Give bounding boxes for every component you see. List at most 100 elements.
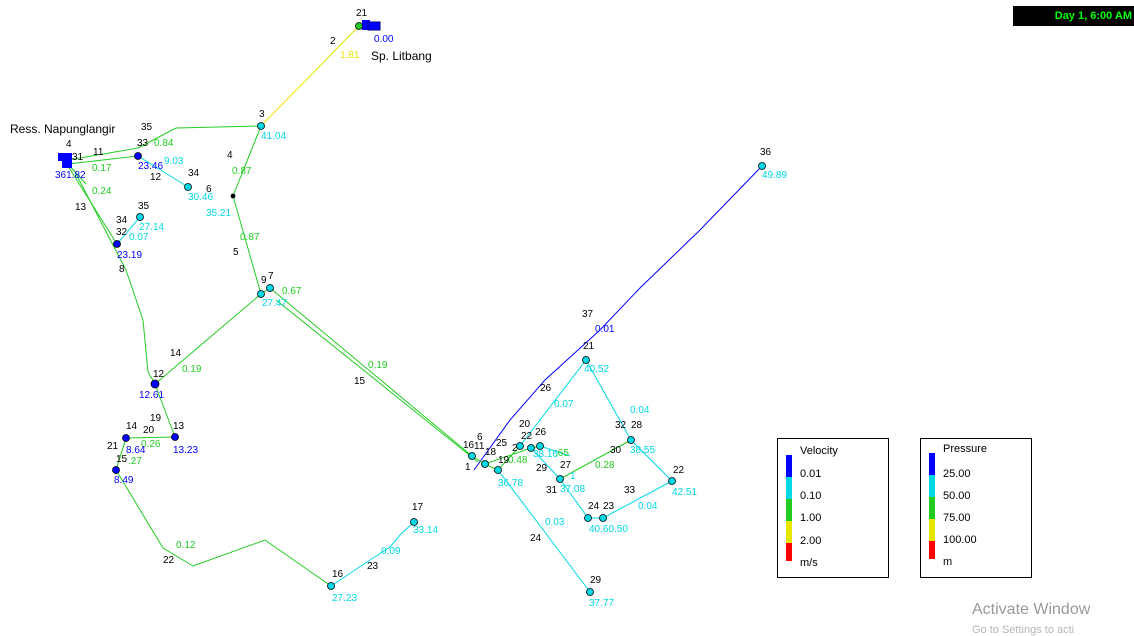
junction-18[interactable]	[481, 460, 489, 468]
map-label: 23	[367, 561, 379, 572]
junction-3[interactable]	[257, 122, 265, 130]
pipe-35[interactable]	[137, 125, 262, 149]
pipe-29[interactable]	[530, 447, 561, 480]
junction-21-top[interactable]	[355, 22, 363, 30]
activate-windows-watermark: Activate Window	[972, 601, 1091, 618]
map-label: 26	[540, 383, 552, 394]
map-label: 35	[138, 201, 150, 212]
map-label: Sp. Litbang	[371, 49, 432, 63]
pipe-15b[interactable]	[275, 299, 479, 463]
pressure-legend-title: Pressure	[943, 443, 988, 455]
pipe-19[interactable]	[154, 383, 176, 438]
velocity-legend-title: Velocity	[800, 445, 838, 457]
map-label: 19	[150, 413, 162, 424]
reservoir-napunglangir[interactable]	[58, 153, 72, 161]
map-label: 0.19	[368, 360, 388, 371]
map-label: 14	[170, 348, 182, 359]
map-label: .27	[128, 456, 142, 467]
pressure-swatch-5	[929, 541, 935, 559]
junction-7[interactable]	[266, 284, 274, 292]
pipe-31[interactable]	[67, 155, 139, 165]
velocity-label-1: 0.01	[800, 468, 822, 480]
map-label: 0.00	[374, 34, 394, 45]
pressure-legend[interactable]: Pressure 25.00 50.00 75.00 100.00 m	[920, 438, 1032, 578]
pipe-14[interactable]	[154, 293, 262, 385]
map-label: 22	[163, 555, 175, 566]
velocity-legend[interactable]: Velocity 0.01 0.10 1.00 2.00 m/s	[777, 438, 889, 578]
junction-28[interactable]	[627, 436, 635, 444]
junction-19[interactable]	[494, 466, 502, 474]
junction-12[interactable]	[150, 379, 160, 389]
map-label: 19	[498, 455, 510, 466]
pipe-30[interactable]	[559, 439, 632, 480]
reservoir-napunglangir-b[interactable]	[62, 158, 72, 168]
junction-21[interactable]	[582, 356, 590, 364]
map-label: 13	[75, 202, 87, 213]
pressure-label-1: 25.00	[943, 468, 971, 480]
pipe-15a[interactable]	[269, 287, 473, 457]
junction-27[interactable]	[556, 475, 564, 483]
pipe-8[interactable]	[73, 169, 156, 385]
pipe-22[interactable]	[115, 469, 332, 587]
map-label: 33.14	[413, 525, 438, 536]
junction-22b[interactable]	[536, 442, 544, 450]
junction-9[interactable]	[257, 290, 265, 298]
map-label: 9.03	[164, 156, 184, 167]
pipe-21[interactable]	[115, 437, 127, 471]
junction-35[interactable]	[136, 213, 144, 221]
map-label: 35.21	[206, 208, 231, 219]
junction-34[interactable]	[184, 183, 192, 191]
map-label: 30	[610, 445, 622, 456]
pipe-18[interactable]	[471, 445, 521, 471]
junction-36[interactable]	[758, 162, 766, 170]
pressure-unit: m	[943, 556, 953, 568]
map-label: 24	[530, 533, 542, 544]
junction-14[interactable]	[122, 434, 130, 442]
pipe-4[interactable]	[232, 125, 262, 197]
map-label: 38.55	[630, 445, 655, 456]
junction-13[interactable]	[171, 433, 179, 441]
junction-22[interactable]	[668, 477, 676, 485]
pipe-5[interactable]	[232, 195, 262, 295]
pipe-26[interactable]	[519, 359, 587, 447]
map-label: 8.49	[114, 475, 134, 486]
junction-11[interactable]	[468, 452, 476, 460]
junction-33[interactable]	[134, 152, 142, 160]
pipe-24[interactable]	[497, 469, 591, 593]
junction-32[interactable]	[113, 240, 121, 248]
map-label: 15	[116, 454, 128, 465]
pipe-33[interactable]	[602, 480, 673, 519]
junction-15[interactable]	[112, 466, 120, 474]
map-label: 0.09	[381, 546, 401, 557]
pipe-20[interactable]	[125, 436, 176, 439]
tank-sp-litbang[interactable]	[362, 20, 370, 30]
map-label: 7	[268, 271, 274, 282]
pipe-27[interactable]	[539, 445, 571, 457]
tank-sp-litbang-body[interactable]	[367, 21, 381, 31]
junction-29[interactable]	[586, 588, 594, 596]
junction-16[interactable]	[327, 582, 335, 590]
junction-17[interactable]	[410, 518, 418, 526]
map-label: 23.46	[138, 161, 163, 172]
map-label: 11	[474, 441, 485, 452]
pipe-37[interactable]	[473, 165, 763, 471]
junction-6[interactable]	[230, 193, 236, 199]
map-label: 16	[463, 440, 475, 451]
junction-23[interactable]	[599, 514, 607, 522]
pipe-12[interactable]	[137, 155, 189, 188]
pipe-2[interactable]	[260, 25, 360, 127]
pipe-34[interactable]	[116, 216, 141, 245]
pipe-28[interactable]	[585, 359, 632, 441]
map-label: 27.47	[262, 298, 287, 309]
junction-20[interactable]	[516, 442, 524, 450]
pipe-32[interactable]	[630, 439, 673, 482]
activate-windows-subtext: Go to Settings to acti	[972, 624, 1075, 636]
junction-26[interactable]	[527, 444, 535, 452]
map-label: 22	[521, 431, 533, 442]
velocity-swatch-5	[786, 543, 792, 561]
pipe-23[interactable]	[330, 521, 415, 587]
pipe-11[interactable]	[67, 147, 139, 161]
pipes-layer	[67, 25, 763, 593]
junction-24[interactable]	[584, 514, 592, 522]
